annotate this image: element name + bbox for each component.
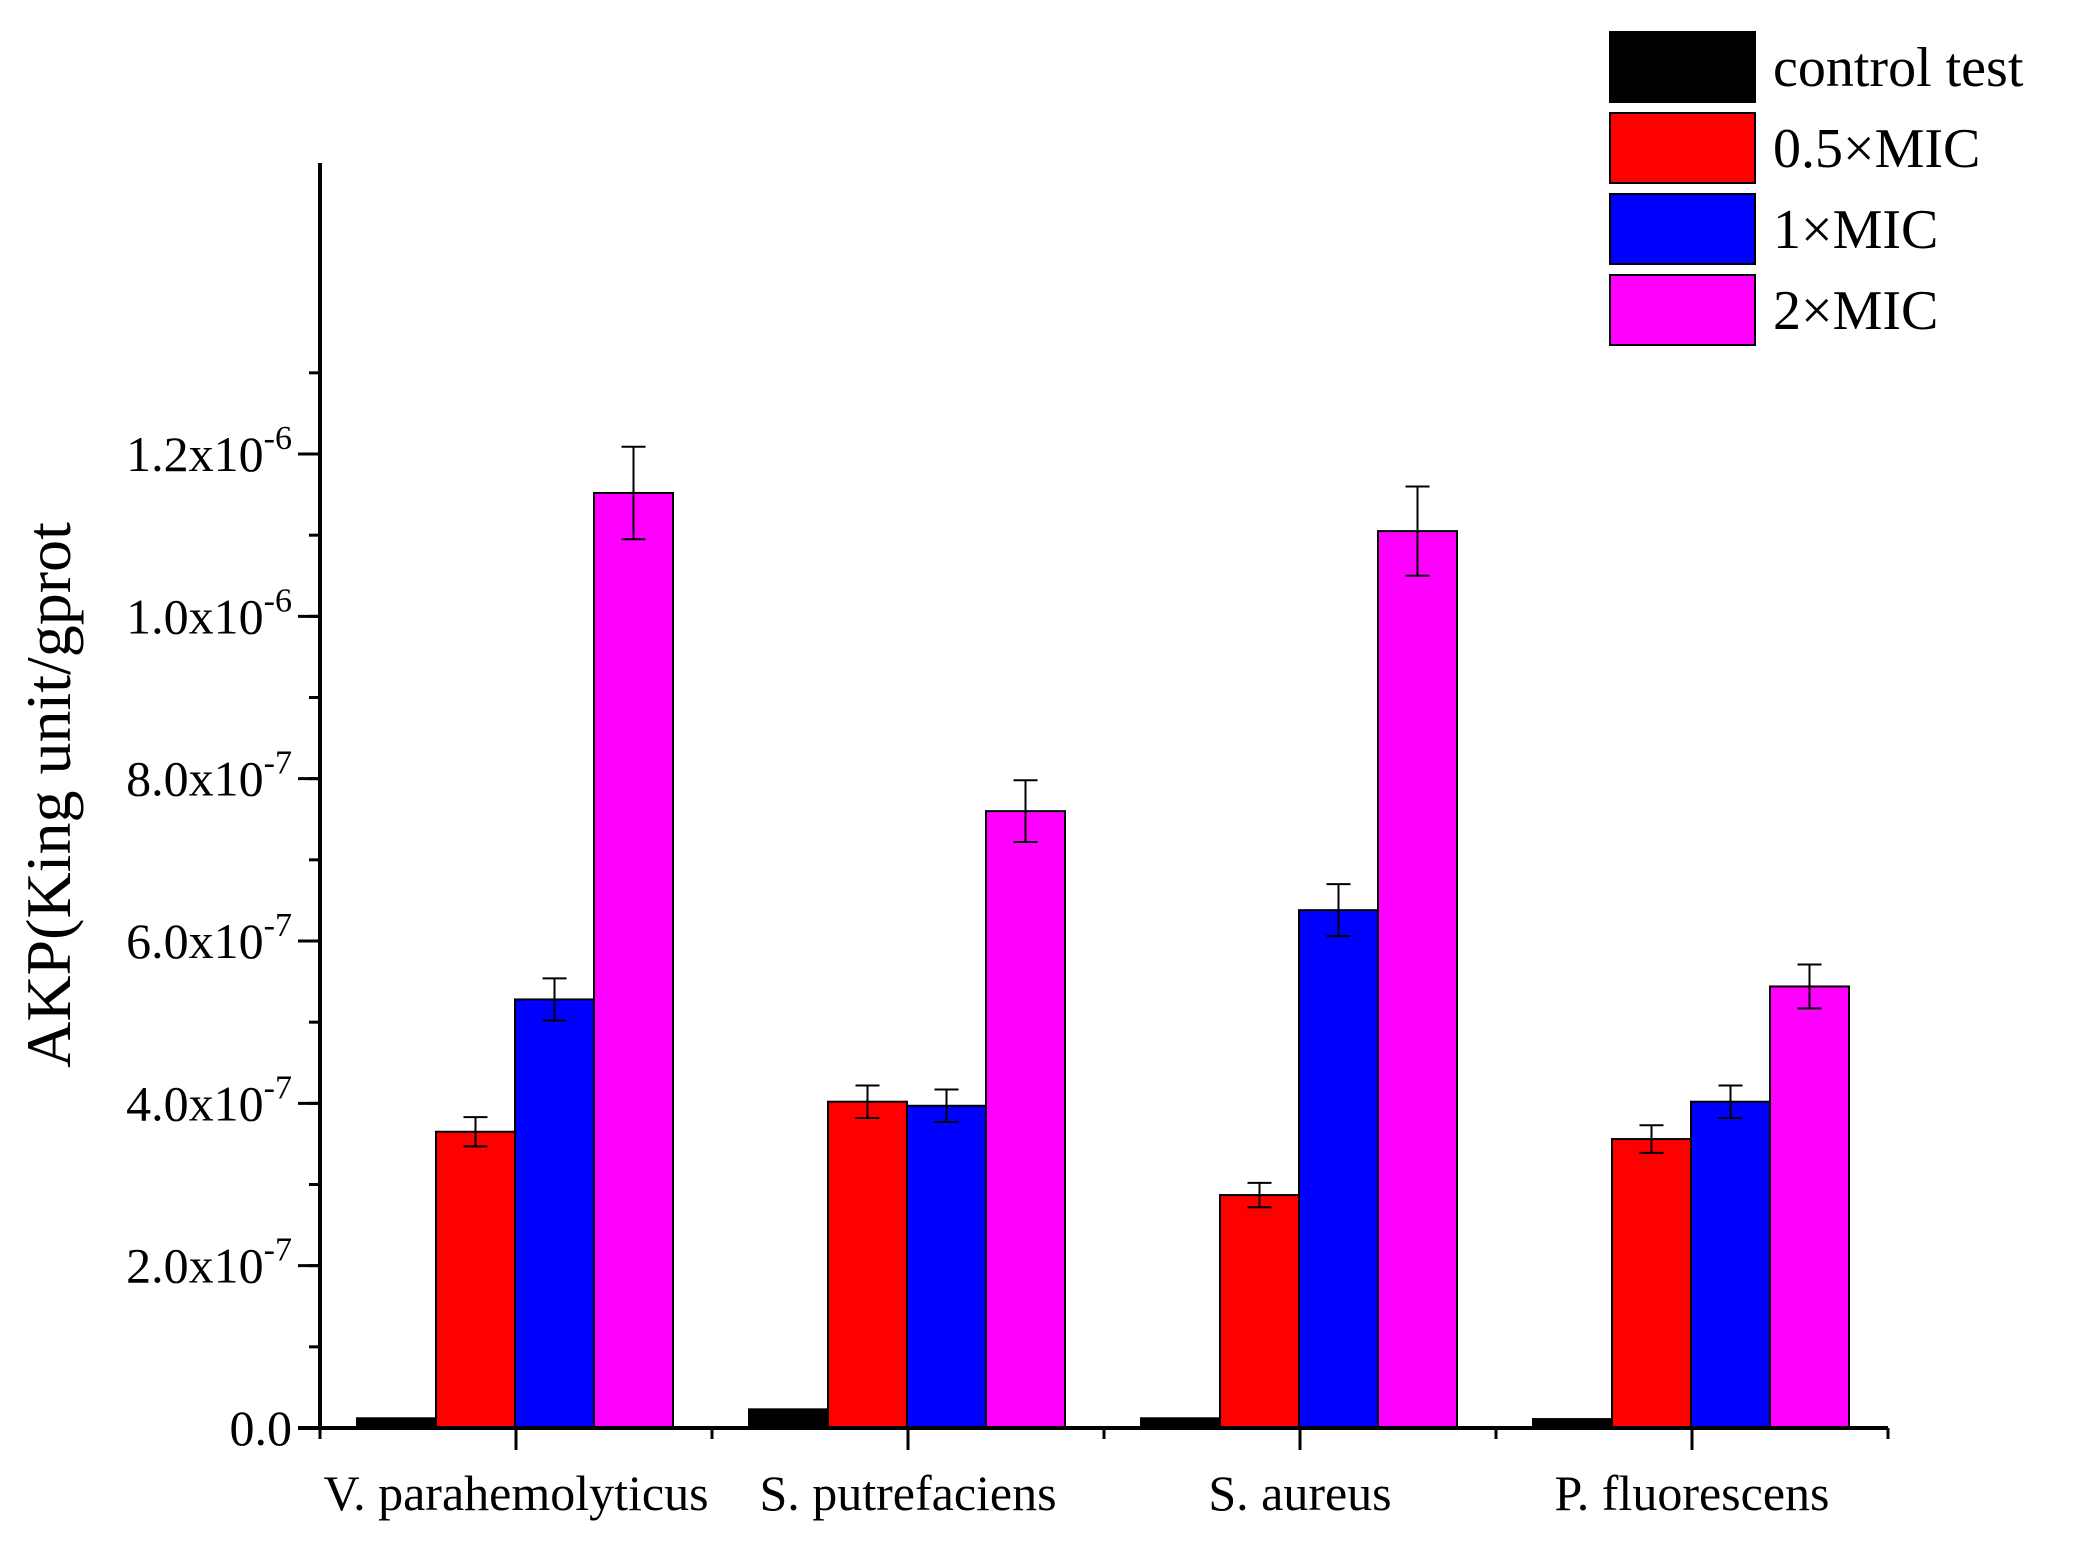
x-tick-label-0: V. parahemolyticus bbox=[323, 1465, 708, 1521]
bar-0-1 bbox=[748, 1408, 829, 1429]
bar-1-0 bbox=[435, 1130, 516, 1430]
y-tick-label-4: 8.0x10-7 bbox=[126, 745, 292, 807]
y-tick-label-0: 0.0 bbox=[230, 1400, 293, 1456]
y-tick-label-3: 6.0x10-7 bbox=[126, 907, 292, 969]
bar-3-2 bbox=[1377, 530, 1458, 1429]
bar-2-0 bbox=[514, 998, 595, 1429]
bar-1-2 bbox=[1219, 1194, 1300, 1429]
y-tick-label-2: 4.0x10-7 bbox=[126, 1069, 292, 1131]
axes-group: 0.0 2.0x10-7 4.0x10-7 6.0x10-7 8.0x10-7 1.0x1… bbox=[126, 163, 1890, 1521]
bar-2-2 bbox=[1298, 909, 1379, 1429]
legend-label-2: 1×MIC bbox=[1773, 199, 1938, 261]
y-tick-label-5: 1.0x10-6 bbox=[126, 582, 292, 644]
legend-swatch-2 bbox=[1609, 193, 1756, 265]
bar-3-1 bbox=[985, 810, 1066, 1429]
legend-label-3: 2×MIC bbox=[1773, 280, 1938, 342]
legend-swatch-3 bbox=[1609, 274, 1756, 346]
legend: control test 0.5×MIC 1×MIC 2×MIC bbox=[1609, 31, 2024, 346]
y-tick-label-6: 1.2x10-6 bbox=[126, 420, 292, 482]
legend-label-1: 0.5×MIC bbox=[1773, 118, 1980, 180]
bar-1-3 bbox=[1611, 1138, 1692, 1429]
bar-3-3 bbox=[1769, 985, 1850, 1429]
bars-group bbox=[356, 445, 1850, 1430]
bar-1-1 bbox=[827, 1100, 908, 1429]
legend-label-0: control test bbox=[1773, 37, 2024, 99]
bar-2-3 bbox=[1690, 1100, 1771, 1429]
y-axis-title: AKP(King unit/gprot bbox=[13, 522, 84, 1068]
bar-3-0 bbox=[593, 491, 674, 1429]
bar-2-1 bbox=[906, 1104, 987, 1429]
legend-swatch-1 bbox=[1609, 112, 1756, 184]
y-tick-label-1: 2.0x10-7 bbox=[126, 1232, 292, 1294]
x-tick-label-3: P. fluorescens bbox=[1555, 1465, 1830, 1521]
x-tick-label-1: S. putrefaciens bbox=[759, 1465, 1056, 1521]
legend-swatch-0 bbox=[1609, 31, 1756, 103]
x-tick-label-2: S. aureus bbox=[1208, 1465, 1391, 1521]
